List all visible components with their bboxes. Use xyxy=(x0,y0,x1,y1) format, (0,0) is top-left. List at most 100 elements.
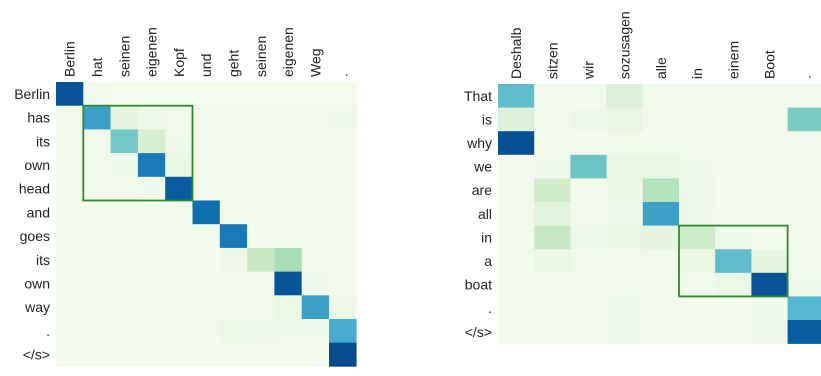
heatmap-cell-eos-3 xyxy=(137,342,166,367)
heatmap-cell-5-4 xyxy=(165,200,193,225)
heatmap-cell-eos-9 xyxy=(301,342,330,367)
heatmap-cell-2-5 xyxy=(679,131,716,156)
heatmap-cell-1-3 xyxy=(606,107,644,132)
heatmap-cell-eos-6 xyxy=(219,342,248,367)
heatmap-cell-10-6 xyxy=(219,319,248,343)
heatmap-cell-3-0 xyxy=(498,154,535,179)
heatmap-cell-0-1 xyxy=(83,82,111,106)
heatmap-cell-1-7 xyxy=(247,105,275,130)
y-tick-label: all xyxy=(478,206,492,222)
heatmap-cell-8-2 xyxy=(570,272,607,297)
heatmap-cell-7-1 xyxy=(534,249,571,274)
heatmap-cell-0-8 xyxy=(787,84,821,108)
heatmap-cell-8-10 xyxy=(329,271,357,296)
heatmap-cell-0-7 xyxy=(247,82,275,106)
heatmap-cell-eos-3 xyxy=(606,320,644,344)
heatmap-cell-5-9 xyxy=(301,200,330,225)
heatmap-cell-9-5 xyxy=(679,296,716,321)
heatmap-cell-5-0 xyxy=(498,202,535,226)
heatmap-cell-7-2 xyxy=(110,247,139,272)
heatmap-cell-3-7 xyxy=(247,153,275,178)
heatmap-cell-7-6 xyxy=(219,247,248,272)
heatmap-cell-7-10 xyxy=(329,247,357,272)
x-tick-label: seinen xyxy=(253,36,269,77)
heatmap-cell-10-9 xyxy=(301,319,330,343)
heatmap-cell-2-7 xyxy=(247,129,275,154)
heatmap-cell-6-8 xyxy=(274,224,302,249)
heatmap-cell-8-5 xyxy=(192,271,221,296)
heatmap-cell-0-6 xyxy=(715,84,752,108)
heatmap-cell-6-9 xyxy=(301,224,330,249)
heatmap-cell-5-10 xyxy=(329,200,357,225)
heatmap-cell-4-1 xyxy=(83,176,111,201)
heatmap-cell-4-10 xyxy=(329,176,357,201)
heatmap-cell-4-3 xyxy=(137,176,166,201)
heatmap-cell-3-2 xyxy=(110,153,139,178)
heatmap-cell-3-5 xyxy=(679,154,716,179)
heatmap-cell-2-7 xyxy=(751,131,788,156)
x-tick-label: eigenen xyxy=(144,27,160,77)
heatmap-cell-1-0 xyxy=(498,107,535,132)
y-tick-label: . xyxy=(46,323,50,339)
heatmap-cell-9-0 xyxy=(498,296,535,321)
heatmap-cell-4-8 xyxy=(787,178,821,203)
heatmap-cell-7-5 xyxy=(192,247,221,272)
heatmap-cell-5-5 xyxy=(192,200,221,225)
heatmap-cell-2-4 xyxy=(642,131,680,156)
heatmap-cell-6-7 xyxy=(247,224,275,249)
heatmap-cell-eos-4 xyxy=(165,342,193,367)
heatmap-cell-2-3 xyxy=(137,129,166,154)
heatmap-cell-8-4 xyxy=(642,272,680,297)
heatmap-cell-2-8 xyxy=(274,129,302,154)
y-tick-label: goes xyxy=(20,228,50,244)
x-tick-label: in xyxy=(689,68,705,79)
heatmap-cell-eos-4 xyxy=(642,320,680,344)
y-tick-label: own xyxy=(24,275,50,291)
heatmap-cell-5-1 xyxy=(83,200,111,225)
heatmap-cell-5-4 xyxy=(642,202,680,226)
heatmap-cell-7-6 xyxy=(715,249,752,274)
heatmap-cell-7-5 xyxy=(679,249,716,274)
heatmap-cell-4-3 xyxy=(606,178,644,203)
heatmap-cell-eos-8 xyxy=(274,342,302,367)
heatmap-cell-7-3 xyxy=(137,247,166,272)
heatmap-cell-9-0 xyxy=(56,295,84,320)
heatmap-cell-0-5 xyxy=(192,82,221,106)
heatmap-cell-2-0 xyxy=(56,129,84,154)
y-tick-label: That xyxy=(464,88,492,104)
heatmap-cell-4-1 xyxy=(534,178,571,203)
y-tick-label: its xyxy=(36,252,50,268)
heatmap-cell-5-3 xyxy=(137,200,166,225)
heatmap-cell-1-3 xyxy=(137,105,166,130)
heatmap-cell-9-1 xyxy=(534,296,571,321)
heatmap-cell-6-0 xyxy=(498,225,535,250)
heatmap-cell-1-2 xyxy=(110,105,139,130)
heatmap-cell-2-0 xyxy=(498,131,535,156)
heatmap-cell-10-4 xyxy=(165,319,193,343)
heatmap-cell-10-10 xyxy=(329,319,357,343)
heatmap-cell-2-1 xyxy=(534,131,571,156)
heatmap-cell-0-8 xyxy=(274,82,302,106)
heatmap-cell-1-10 xyxy=(329,105,357,130)
heatmap-cell-5-7 xyxy=(247,200,275,225)
heatmap-cell-4-9 xyxy=(301,176,330,201)
x-tick-label: Berlin xyxy=(62,41,78,77)
heatmap-cell-2-1 xyxy=(83,129,111,154)
x-tick-label: hat xyxy=(89,57,105,77)
heatmap-cell-1-0 xyxy=(56,105,84,130)
heatmap-cell-8-2 xyxy=(110,271,139,296)
heatmap-cell-3-1 xyxy=(534,154,571,179)
y-tick-label: and xyxy=(27,204,50,220)
heatmap-cell-2-3 xyxy=(606,131,644,156)
heatmap-cell-8-1 xyxy=(534,272,571,297)
heatmap-cell-5-2 xyxy=(110,200,139,225)
heatmap-cell-3-3 xyxy=(606,154,644,179)
y-tick-label: we xyxy=(473,159,492,175)
y-tick-label: head xyxy=(19,181,50,197)
heatmap-cell-2-2 xyxy=(110,129,139,154)
heatmap-cell-9-2 xyxy=(570,296,607,321)
heatmap-cell-0-3 xyxy=(606,84,644,108)
heatmap-cell-10-3 xyxy=(137,319,166,343)
heatmap-cell-eos-1 xyxy=(83,342,111,367)
heatmap-cell-5-1 xyxy=(534,202,571,226)
